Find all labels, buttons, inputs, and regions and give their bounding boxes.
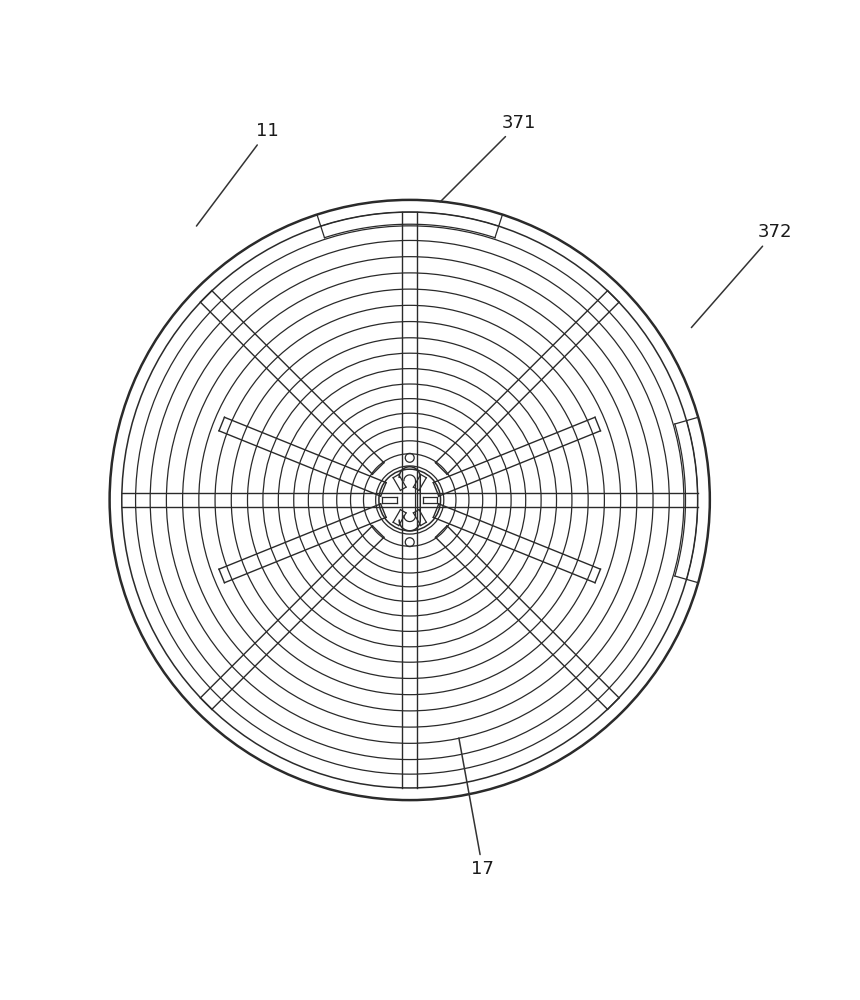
Text: 371: 371 xyxy=(440,114,537,202)
Text: 17: 17 xyxy=(459,738,494,878)
Text: 11: 11 xyxy=(196,122,280,226)
Text: 372: 372 xyxy=(691,223,792,328)
